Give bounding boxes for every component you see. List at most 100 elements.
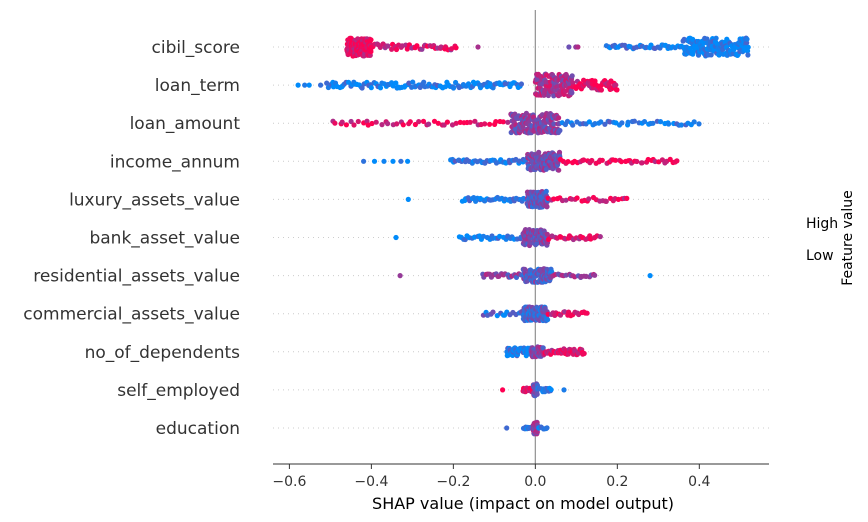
shap-point <box>618 159 625 165</box>
shap-point <box>420 118 427 124</box>
shap-point <box>302 82 308 88</box>
shap-point <box>598 87 605 93</box>
x-tick-label: 0.0 <box>524 474 546 490</box>
shap-point <box>696 121 702 127</box>
shap-point <box>295 82 301 88</box>
shap-point <box>536 149 542 155</box>
shap-point <box>490 309 496 315</box>
shap-point <box>393 46 400 53</box>
shap-point <box>444 119 450 125</box>
shap-point <box>398 158 404 164</box>
shap-point <box>634 158 640 165</box>
shap-point <box>569 90 575 96</box>
shap-point <box>318 82 324 88</box>
shap-point <box>355 118 361 125</box>
shap-point <box>612 157 619 163</box>
x-tick-label: −0.6 <box>272 474 306 490</box>
shap-point <box>540 345 546 351</box>
shap-point <box>379 122 385 128</box>
shap-point <box>708 52 714 58</box>
shap-point <box>404 46 410 52</box>
shap-point <box>361 158 367 164</box>
shap-point <box>584 310 590 316</box>
feature-label: cibil_score <box>152 38 241 58</box>
shap-point <box>565 159 571 165</box>
shap-point <box>624 195 630 201</box>
shap-point <box>574 195 580 201</box>
shap-point <box>457 119 463 125</box>
shap-point <box>364 118 370 124</box>
shap-point <box>589 157 595 164</box>
shap-point <box>475 44 481 50</box>
shap-point <box>614 87 620 93</box>
shap-point <box>389 46 395 52</box>
x-tick-label: 0.2 <box>606 474 628 490</box>
shap-point <box>453 45 459 51</box>
shap-point <box>556 167 562 173</box>
data-points <box>295 35 751 437</box>
shap-point <box>647 273 653 279</box>
x-axis: −0.6 −0.4 −0.2 0.0 0.2 0.4 <box>272 463 769 490</box>
shap-point <box>674 158 680 164</box>
shap-point <box>631 118 638 124</box>
shap-point <box>581 350 587 357</box>
shap-point <box>497 233 503 239</box>
colorbar-low-label: Low <box>806 248 834 264</box>
shap-point <box>397 273 403 279</box>
shap-point <box>745 52 751 58</box>
shap-point <box>625 119 631 125</box>
shap-point <box>505 119 511 125</box>
shap-point <box>592 121 598 127</box>
shap-point <box>549 269 555 275</box>
feature-label: education <box>156 419 240 439</box>
shap-point <box>467 119 473 125</box>
shap-point <box>690 51 696 57</box>
shap-point <box>556 149 563 155</box>
feature-label: loan_amount <box>130 114 241 134</box>
shap-point <box>369 120 375 127</box>
shap-point <box>407 119 413 125</box>
shap-point <box>522 266 528 272</box>
shap-point <box>414 43 420 49</box>
shap-point <box>368 37 374 43</box>
shap-point <box>435 120 441 126</box>
colorbar-title: Feature value <box>840 190 856 286</box>
shap-point <box>472 118 478 124</box>
shap-point <box>545 317 551 323</box>
shap-point <box>592 272 598 278</box>
shap-point <box>534 391 540 397</box>
feature-labels: cibil_score loan_term loan_amount income_an… <box>23 38 240 439</box>
shap-point <box>500 119 506 125</box>
shap-point <box>666 121 672 127</box>
shap-point <box>348 118 354 125</box>
x-tick-label: −0.4 <box>354 474 388 490</box>
feature-label: income_annum <box>110 152 240 172</box>
shap-point <box>544 231 550 237</box>
shap-point <box>551 121 557 127</box>
shap-point <box>607 119 613 125</box>
shap-point <box>599 157 605 163</box>
shap-point <box>403 42 409 48</box>
shap-point <box>563 197 569 203</box>
shap-point <box>543 188 549 194</box>
shap-point <box>639 160 645 166</box>
x-axis-title: SHAP value (impact on model output) <box>372 494 674 513</box>
shap-point <box>426 121 432 127</box>
shap-point <box>586 196 592 202</box>
feature-label: loan_term <box>155 76 240 96</box>
feature-label: self_employed <box>117 381 240 401</box>
shap-point <box>745 44 751 50</box>
shap-point <box>400 122 406 128</box>
shap-point <box>518 81 525 87</box>
shap-point <box>450 85 457 91</box>
shap-point <box>394 121 400 127</box>
shap-point <box>306 82 312 88</box>
shap-point <box>641 119 648 125</box>
shap-point <box>487 121 493 127</box>
shap-point <box>371 158 378 164</box>
shap-point <box>678 122 685 128</box>
shap-point <box>381 158 387 164</box>
shap-point <box>343 122 349 128</box>
shap-point <box>500 387 506 393</box>
shap-point <box>345 79 352 85</box>
